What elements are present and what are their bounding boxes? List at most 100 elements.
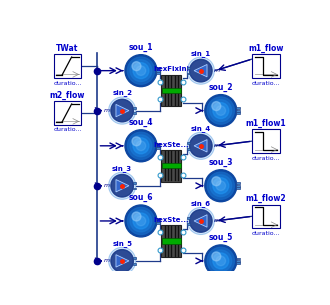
Circle shape bbox=[132, 212, 141, 221]
FancyBboxPatch shape bbox=[162, 88, 181, 93]
Circle shape bbox=[133, 63, 149, 79]
FancyBboxPatch shape bbox=[54, 54, 81, 78]
Circle shape bbox=[212, 102, 221, 111]
FancyBboxPatch shape bbox=[236, 185, 240, 187]
Circle shape bbox=[216, 256, 226, 266]
Text: sou_2: sou_2 bbox=[209, 83, 233, 92]
FancyBboxPatch shape bbox=[187, 73, 190, 74]
Polygon shape bbox=[194, 215, 207, 227]
Polygon shape bbox=[116, 104, 129, 117]
Text: hexSte...: hexSte... bbox=[153, 217, 189, 223]
Text: duratio...: duratio... bbox=[252, 231, 280, 236]
FancyBboxPatch shape bbox=[187, 223, 190, 225]
FancyBboxPatch shape bbox=[156, 218, 160, 220]
Circle shape bbox=[133, 138, 149, 154]
FancyBboxPatch shape bbox=[156, 142, 160, 144]
Circle shape bbox=[210, 100, 232, 121]
Circle shape bbox=[189, 210, 212, 232]
Circle shape bbox=[187, 132, 214, 159]
Text: m: m bbox=[214, 218, 220, 223]
Circle shape bbox=[212, 177, 221, 186]
FancyBboxPatch shape bbox=[236, 262, 240, 264]
Circle shape bbox=[207, 97, 234, 124]
Text: sou_1: sou_1 bbox=[129, 43, 153, 52]
Circle shape bbox=[125, 130, 157, 162]
FancyBboxPatch shape bbox=[156, 147, 160, 149]
Polygon shape bbox=[194, 64, 207, 77]
Circle shape bbox=[207, 172, 234, 199]
Circle shape bbox=[136, 216, 146, 226]
Text: sin_1: sin_1 bbox=[191, 50, 211, 56]
FancyBboxPatch shape bbox=[156, 72, 160, 74]
FancyBboxPatch shape bbox=[133, 113, 136, 114]
FancyBboxPatch shape bbox=[236, 109, 240, 112]
Text: duratio...: duratio... bbox=[53, 81, 82, 85]
Text: m: m bbox=[103, 108, 110, 113]
Circle shape bbox=[189, 59, 212, 82]
FancyBboxPatch shape bbox=[133, 188, 136, 189]
Circle shape bbox=[187, 57, 214, 84]
Circle shape bbox=[130, 60, 152, 81]
FancyBboxPatch shape bbox=[252, 205, 280, 228]
Text: sou_6: sou_6 bbox=[129, 193, 153, 202]
Circle shape bbox=[213, 102, 229, 119]
FancyBboxPatch shape bbox=[161, 75, 182, 106]
Circle shape bbox=[213, 253, 229, 269]
Circle shape bbox=[210, 250, 232, 272]
Circle shape bbox=[205, 95, 237, 127]
FancyBboxPatch shape bbox=[236, 260, 240, 262]
FancyBboxPatch shape bbox=[236, 107, 240, 109]
FancyBboxPatch shape bbox=[236, 112, 240, 114]
Circle shape bbox=[210, 175, 232, 197]
Text: TWat: TWat bbox=[56, 44, 79, 53]
FancyBboxPatch shape bbox=[236, 258, 240, 260]
Text: hexFixIni: hexFixIni bbox=[153, 66, 189, 72]
Text: duratio...: duratio... bbox=[252, 156, 280, 161]
FancyBboxPatch shape bbox=[161, 150, 182, 181]
FancyBboxPatch shape bbox=[133, 263, 136, 265]
FancyBboxPatch shape bbox=[161, 225, 182, 257]
Circle shape bbox=[189, 135, 212, 157]
Text: duratio...: duratio... bbox=[53, 127, 82, 132]
Circle shape bbox=[111, 99, 133, 122]
FancyBboxPatch shape bbox=[162, 238, 181, 243]
Text: m1_flow: m1_flow bbox=[248, 44, 284, 53]
Text: m1_flow1: m1_flow1 bbox=[246, 119, 286, 128]
FancyBboxPatch shape bbox=[187, 142, 190, 144]
Circle shape bbox=[109, 172, 136, 199]
Circle shape bbox=[205, 170, 237, 202]
Circle shape bbox=[213, 178, 229, 194]
Circle shape bbox=[109, 97, 136, 124]
Polygon shape bbox=[194, 140, 207, 152]
Circle shape bbox=[216, 181, 226, 191]
Circle shape bbox=[125, 55, 157, 87]
Circle shape bbox=[111, 174, 133, 197]
Circle shape bbox=[207, 247, 234, 274]
FancyBboxPatch shape bbox=[156, 222, 160, 224]
Circle shape bbox=[127, 132, 154, 160]
FancyBboxPatch shape bbox=[252, 129, 280, 153]
Text: sin_6: sin_6 bbox=[191, 200, 211, 207]
Circle shape bbox=[136, 141, 146, 151]
Text: m1_flow2: m1_flow2 bbox=[246, 194, 286, 203]
FancyBboxPatch shape bbox=[156, 220, 160, 222]
Circle shape bbox=[130, 210, 152, 232]
Text: m: m bbox=[103, 183, 110, 188]
FancyBboxPatch shape bbox=[133, 257, 136, 259]
Polygon shape bbox=[116, 180, 129, 192]
Text: duratio...: duratio... bbox=[252, 81, 280, 85]
Text: sin_3: sin_3 bbox=[112, 165, 132, 172]
Text: sin_2: sin_2 bbox=[112, 90, 132, 96]
Text: sou_3: sou_3 bbox=[209, 158, 233, 167]
Circle shape bbox=[127, 57, 154, 84]
FancyBboxPatch shape bbox=[54, 101, 81, 125]
Circle shape bbox=[132, 137, 141, 146]
FancyBboxPatch shape bbox=[187, 148, 190, 149]
Circle shape bbox=[125, 205, 157, 237]
Circle shape bbox=[205, 245, 237, 277]
Text: sou_4: sou_4 bbox=[129, 118, 153, 127]
Text: m: m bbox=[103, 258, 110, 263]
FancyBboxPatch shape bbox=[156, 67, 160, 69]
FancyBboxPatch shape bbox=[162, 163, 181, 168]
Circle shape bbox=[212, 252, 221, 261]
